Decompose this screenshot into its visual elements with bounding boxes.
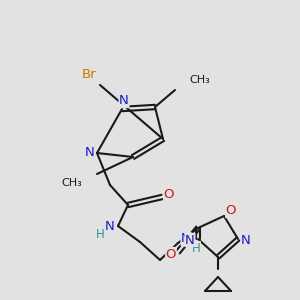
Text: N: N xyxy=(185,233,195,247)
Text: H: H xyxy=(96,229,104,242)
Text: N: N xyxy=(119,94,129,107)
Text: O: O xyxy=(164,188,174,202)
Text: N: N xyxy=(241,233,251,247)
Text: N: N xyxy=(85,146,95,160)
Text: N: N xyxy=(181,232,191,245)
Text: O: O xyxy=(166,248,176,260)
Text: H: H xyxy=(192,242,200,254)
Text: N: N xyxy=(105,220,115,233)
Text: CH₃: CH₃ xyxy=(61,178,82,188)
Text: O: O xyxy=(226,205,236,218)
Text: CH₃: CH₃ xyxy=(189,75,210,85)
Text: Br: Br xyxy=(82,68,96,82)
